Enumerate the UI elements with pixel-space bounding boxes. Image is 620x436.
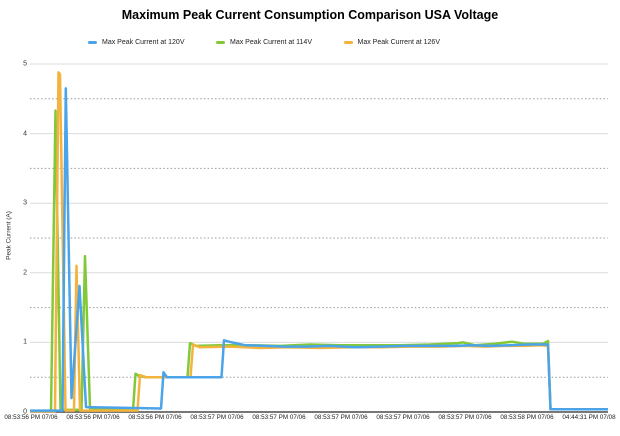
y-tick-label: 1 bbox=[23, 338, 27, 346]
x-tick-label: 08:53:56 PM 07/06 bbox=[128, 414, 182, 421]
series-line-1 bbox=[30, 87, 608, 412]
plot-area bbox=[30, 63, 608, 413]
x-tick-label: 04:44:31 PM 07/08 bbox=[562, 414, 616, 421]
x-tick-label: 08:53:57 PM 07/06 bbox=[190, 414, 244, 421]
y-axis-title: Peak Current (A) bbox=[5, 211, 13, 260]
x-tick-label: 08:53:56 PM 07/06 bbox=[66, 414, 120, 421]
y-tick-label: 3 bbox=[23, 199, 27, 207]
legend-item-label: Max Peak Current at 114V bbox=[230, 39, 312, 46]
legend-color-dash bbox=[216, 41, 226, 44]
chart-title: Maximum Peak Current Consumption Compari… bbox=[121, 8, 499, 22]
x-tick-label: 08:53:57 PM 07/06 bbox=[376, 414, 430, 421]
legend-color-dash bbox=[343, 41, 353, 44]
legend-item-label: Max Peak Current at 120V bbox=[102, 39, 185, 46]
x-tick-label: 08:53:58 PM 07/06 bbox=[500, 414, 554, 421]
legend-item-label: Max Peak Current at 126V bbox=[357, 39, 441, 46]
y-tick-label: 4 bbox=[23, 130, 27, 138]
x-tick-label: 08:53:57 PM 07/06 bbox=[314, 414, 368, 421]
y-tick-label: 0 bbox=[23, 408, 27, 416]
legend-item-1[interactable]: Max Peak Current at 120V bbox=[88, 39, 185, 46]
series-line-3 bbox=[30, 71, 608, 413]
y-tick-label: 5 bbox=[23, 60, 27, 68]
x-tick-label: 08:53:57 PM 07/06 bbox=[438, 414, 492, 421]
series-line-2 bbox=[30, 109, 608, 413]
x-tick-label: 08:53:56 PM 07/06 bbox=[4, 414, 58, 421]
x-tick-label: 08:53:57 PM 07/06 bbox=[252, 414, 306, 421]
y-tick-label: 2 bbox=[23, 269, 27, 277]
legend: Max Peak Current at 120V Max Peak Current… bbox=[88, 39, 440, 46]
legend-item-3[interactable]: Max Peak Current at 126V bbox=[343, 39, 441, 46]
legend-color-dash bbox=[88, 41, 97, 44]
x-axis-labels: 08:53:56 PM 07/06 08:53:56 PM 07/06 08:53:… bbox=[0, 414, 620, 421]
legend-item-2[interactable]: Max Peak Current at 114V bbox=[216, 39, 312, 46]
